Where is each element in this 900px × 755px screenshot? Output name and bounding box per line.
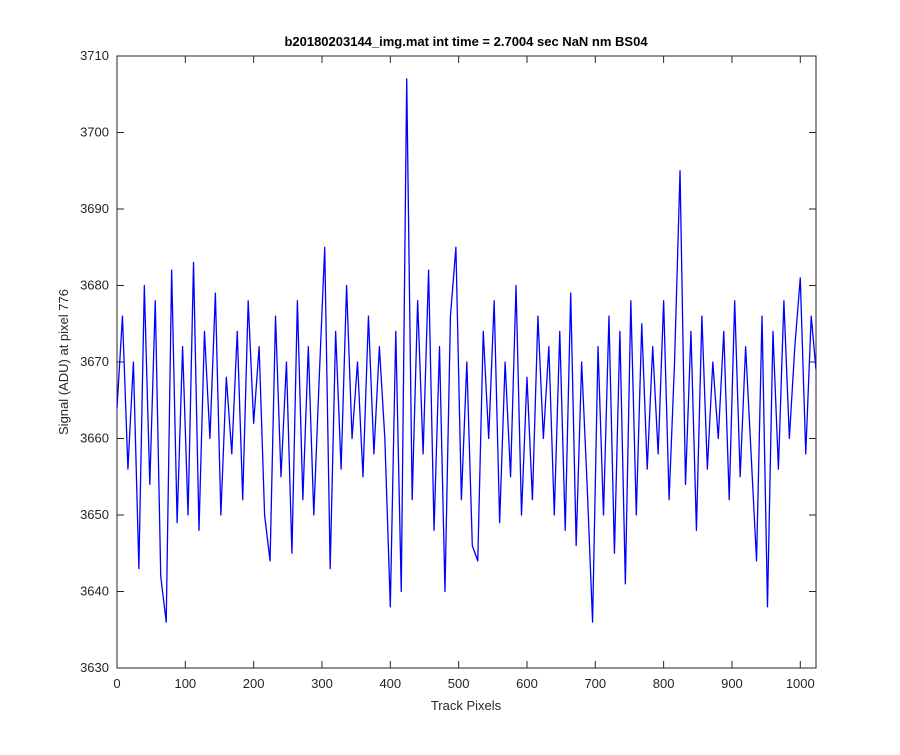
x-tick-label: 300	[311, 676, 333, 691]
y-tick-label: 3640	[80, 584, 109, 599]
x-tick-label: 600	[516, 676, 538, 691]
x-tick-label: 100	[174, 676, 196, 691]
x-tick-label: 900	[721, 676, 743, 691]
x-tick-label: 1000	[786, 676, 815, 691]
x-tick-label: 0	[113, 676, 120, 691]
x-tick-label: 200	[243, 676, 265, 691]
y-tick-label: 3710	[80, 48, 109, 63]
x-tick-label: 500	[448, 676, 470, 691]
data-line	[116, 78, 817, 623]
x-tick-label: 800	[653, 676, 675, 691]
y-tick-label: 3680	[80, 278, 109, 293]
y-tick-label: 3650	[80, 507, 109, 522]
y-tick-label: 3700	[80, 125, 109, 140]
y-tick-label: 3630	[80, 660, 109, 675]
x-axis-label: Track Pixels	[431, 698, 502, 713]
y-axis-label: Signal (ADU) at pixel 776	[56, 289, 71, 435]
y-tick-label: 3670	[80, 354, 109, 369]
x-tick-label: 700	[584, 676, 606, 691]
chart-title: b20180203144_img.mat int time = 2.7004 s…	[284, 34, 648, 49]
y-tick-label: 3690	[80, 201, 109, 216]
y-tick-label: 3660	[80, 431, 109, 446]
x-tick-label: 400	[379, 676, 401, 691]
